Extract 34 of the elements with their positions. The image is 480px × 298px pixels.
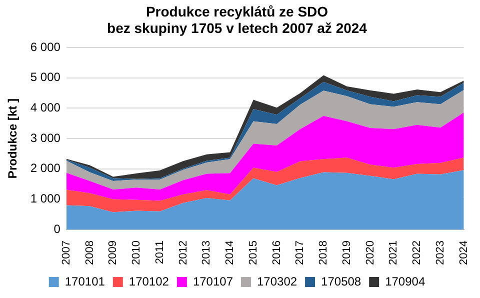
x-tick-label: 2024	[458, 240, 470, 266]
x-tick-label: 2022	[411, 240, 424, 266]
x-tick-label: 2007	[60, 240, 72, 266]
y-axis-title: Produkce [kt ]	[6, 98, 20, 179]
x-tick-label: 2017	[294, 240, 306, 266]
x-tick-label: 2010	[130, 240, 143, 266]
legend-label: 170508	[321, 274, 362, 288]
x-tick-label: 2016	[270, 240, 283, 266]
chart-subtitle: bez skupiny 1705 v letech 2007 až 2024	[107, 20, 368, 36]
x-tick-label: 2018	[318, 240, 330, 266]
x-tick-label: 2015	[247, 240, 260, 266]
x-tick-label: 2009	[107, 240, 120, 266]
x-tick-label: 2008	[84, 240, 96, 266]
x-tick-label: 2019	[340, 240, 353, 266]
x-tick-label: 2020	[364, 240, 376, 266]
x-tick-label: 2012	[177, 240, 190, 266]
x-tick-label: 2021	[388, 240, 400, 266]
x-tick-label: 2014	[224, 240, 236, 266]
chart-title: Produkce recyklátů ze SDO	[146, 3, 328, 20]
legend-label: 170101	[64, 274, 106, 288]
y-tick-label: 2 000	[30, 161, 61, 176]
y-tick-label: 1 000	[30, 192, 61, 206]
x-tick-label: 2011	[154, 240, 166, 264]
legend-label: 170107	[192, 274, 234, 288]
legend-label: 170302	[257, 274, 298, 288]
legend-label: 170102	[128, 274, 170, 288]
x-tick-label: 2013	[200, 240, 213, 266]
legend-label: 170904	[385, 274, 426, 288]
y-tick-label: 5 000	[30, 70, 61, 84]
y-tick-label: 3 000	[30, 130, 61, 145]
y-tick-label: 0	[54, 222, 61, 236]
y-tick-label: 4 000	[30, 100, 61, 115]
x-tick-label: 2023	[434, 240, 446, 266]
y-tick-label: 6 000	[30, 40, 61, 54]
